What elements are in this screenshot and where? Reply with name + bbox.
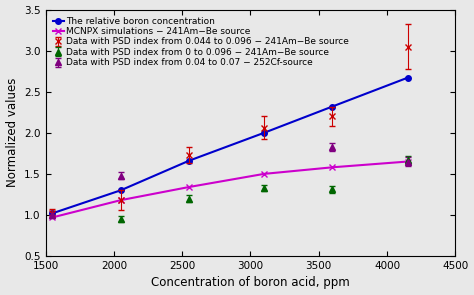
- MCNPX simulations − 241Am−Be source: [186, 185, 192, 189]
- The relative boron concentration: [50, 212, 55, 215]
- The relative boron concentration: [118, 189, 124, 192]
- MCNPX simulations − 241Am−Be source: [118, 199, 124, 202]
- Legend: The relative boron concentration, MCNPX simulations − 241Am−Be source, Data with: The relative boron concentration, MCNPX …: [50, 14, 352, 70]
- The relative boron concentration: [405, 76, 410, 80]
- X-axis label: Concentration of boron acid, ppm: Concentration of boron acid, ppm: [151, 276, 350, 289]
- The relative boron concentration: [186, 159, 192, 163]
- Y-axis label: Normalized values: Normalized values: [6, 78, 18, 188]
- The relative boron concentration: [329, 105, 335, 108]
- MCNPX simulations − 241Am−Be source: [261, 172, 267, 176]
- MCNPX simulations − 241Am−Be source: [50, 216, 55, 219]
- Line: The relative boron concentration: The relative boron concentration: [50, 75, 410, 216]
- Line: MCNPX simulations − 241Am−Be source: MCNPX simulations − 241Am−Be source: [50, 159, 410, 220]
- MCNPX simulations − 241Am−Be source: [329, 165, 335, 169]
- The relative boron concentration: [261, 131, 267, 135]
- MCNPX simulations − 241Am−Be source: [405, 160, 410, 163]
